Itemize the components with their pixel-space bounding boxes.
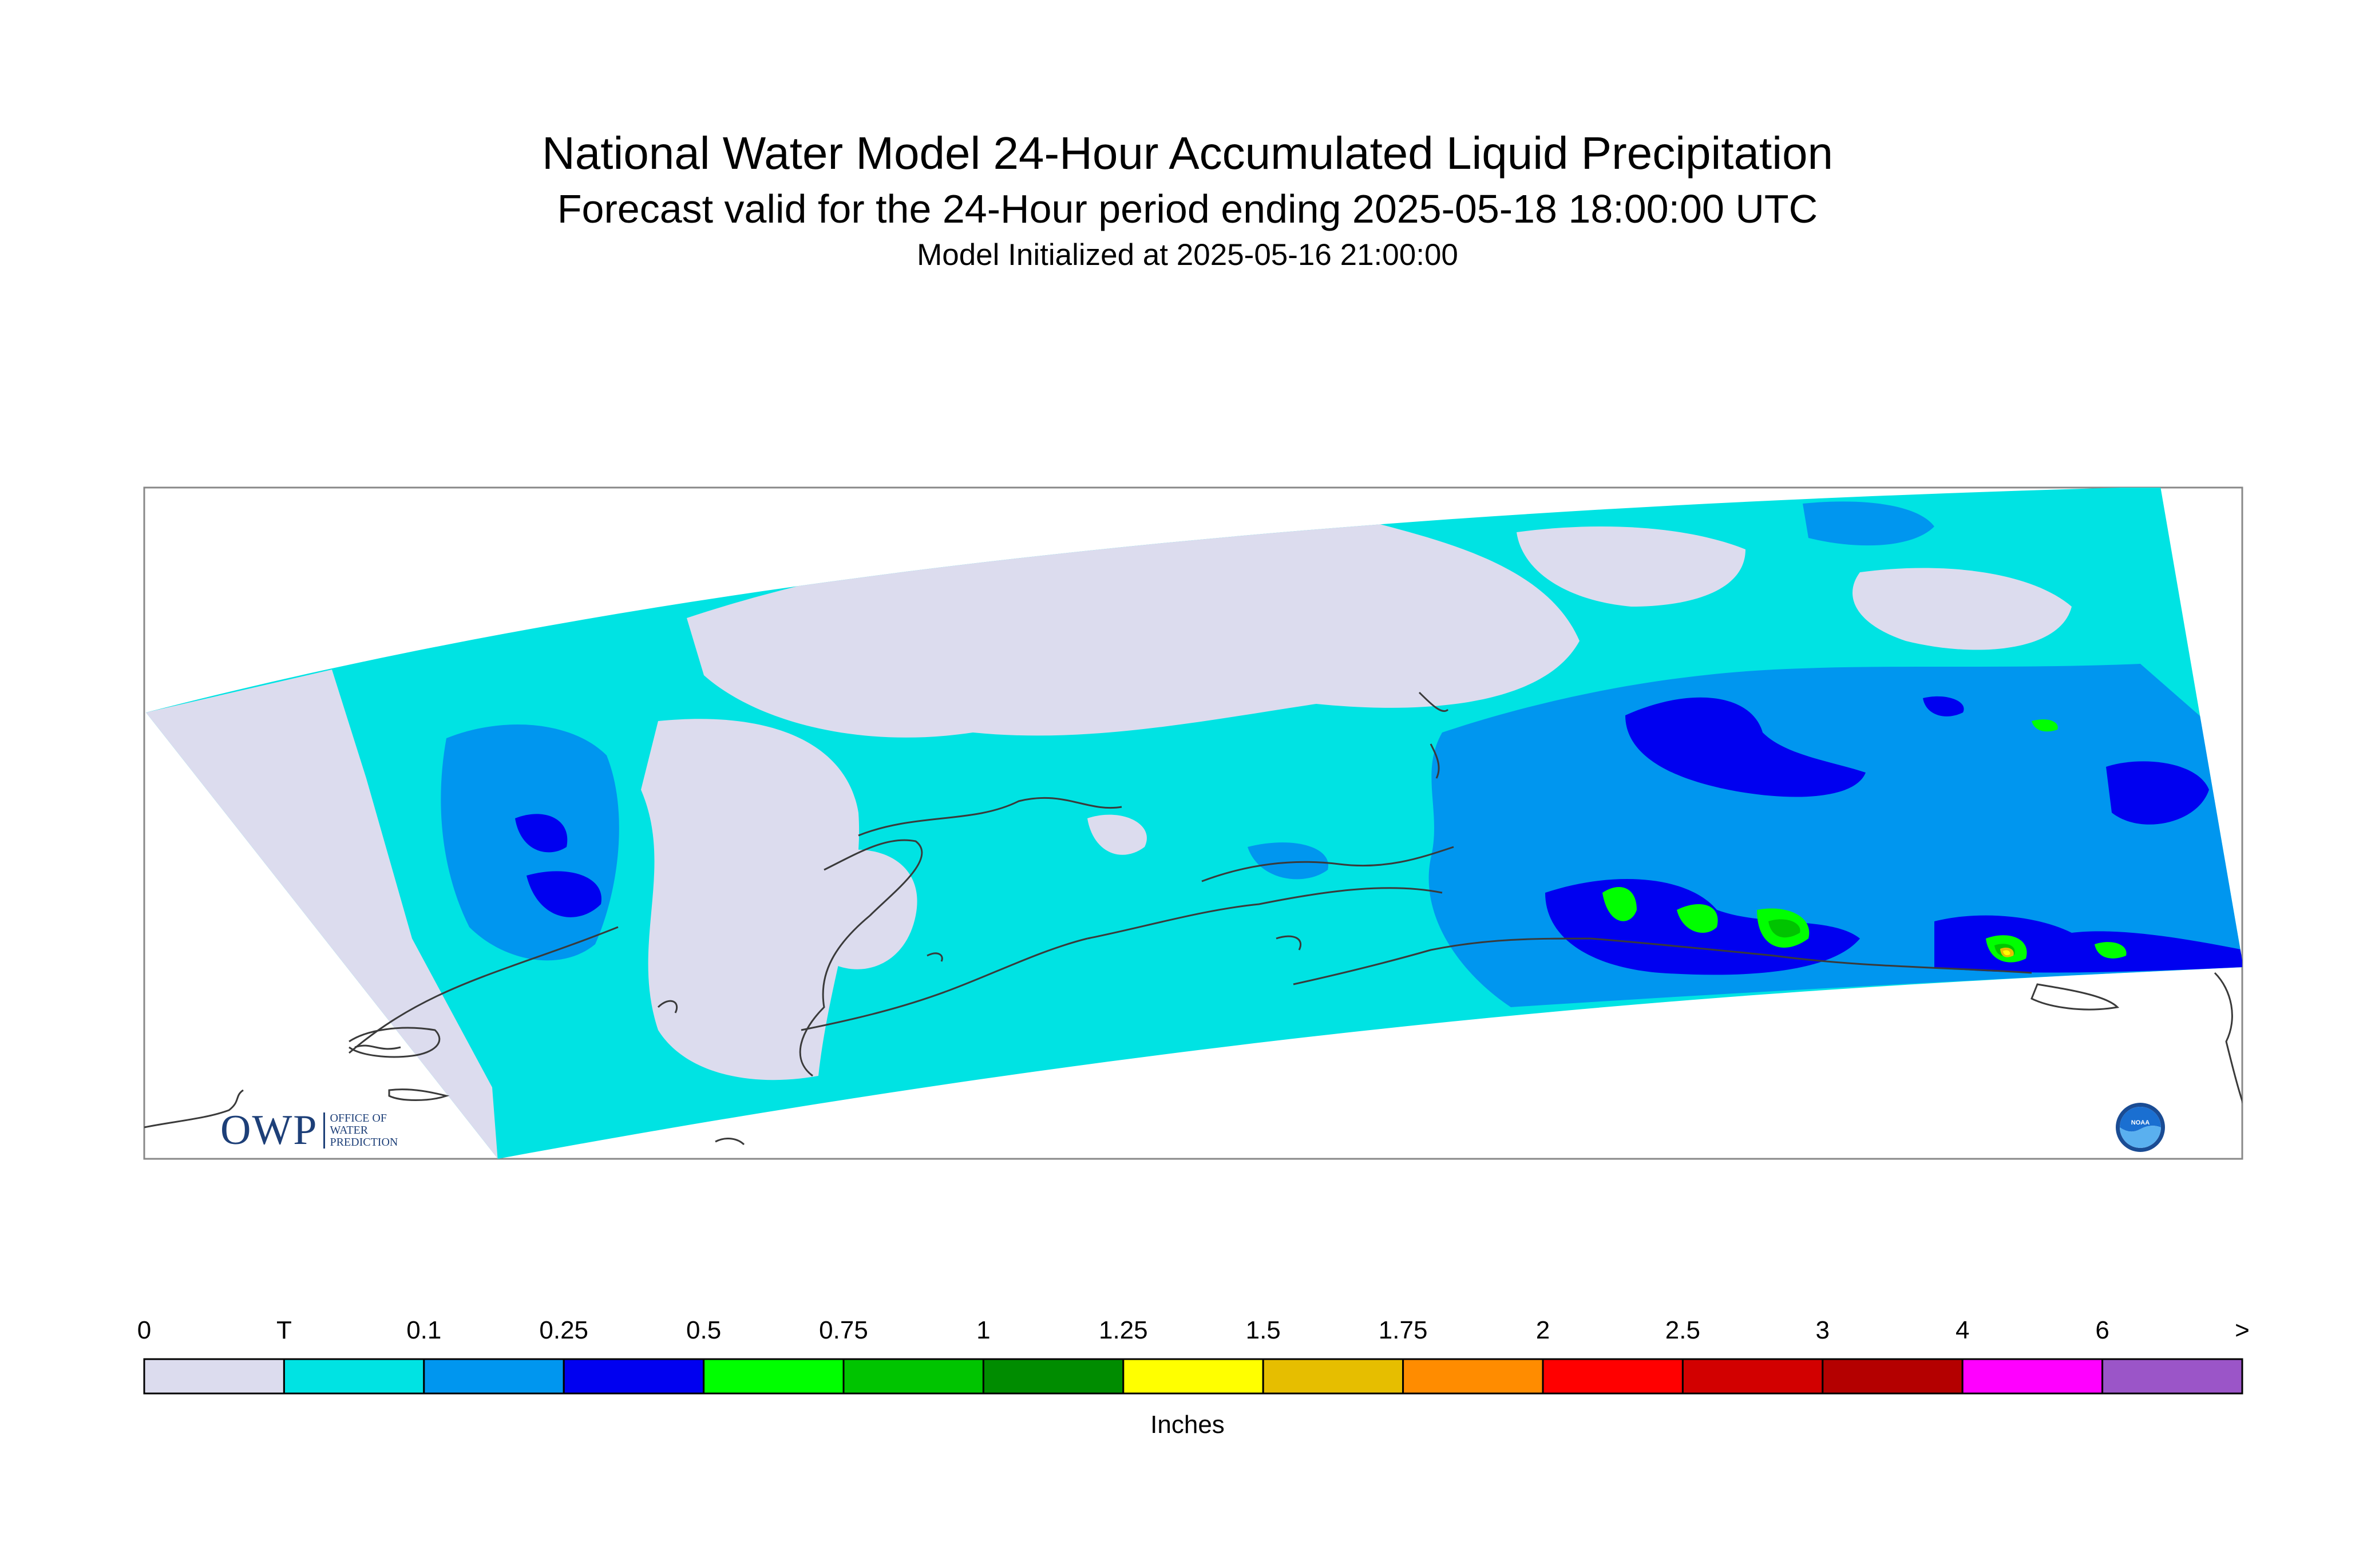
- owp-logo-line: OFFICE OF: [330, 1111, 387, 1124]
- colorbar-swatch: [1961, 1358, 2104, 1395]
- colorbar-swatch: [423, 1358, 565, 1395]
- colorbar-units-label: Inches: [1150, 1411, 1225, 1439]
- colorbar-swatch: [563, 1358, 705, 1395]
- colorbar-swatch: [842, 1358, 984, 1395]
- colorbar-swatch: [143, 1358, 285, 1395]
- colorbar-swatch: [283, 1358, 425, 1395]
- colorbar-swatch: [2101, 1358, 2243, 1395]
- owp-logo-line: PREDICTION: [330, 1135, 398, 1149]
- colorbar: [143, 1358, 2243, 1395]
- owp-logo: OWP OFFICE OF WATER PREDICTION: [220, 1106, 398, 1154]
- map-title: National Water Model 24-Hour Accumulated…: [542, 128, 1833, 179]
- coastlines: [144, 691, 2242, 1146]
- colorbar-swatch: [1122, 1358, 1264, 1395]
- owp-logo-mark: OWP: [220, 1106, 318, 1154]
- colorbar-swatch: [1402, 1358, 1544, 1395]
- noaa-logo: NOAA: [2116, 1103, 2165, 1152]
- svg-text:NOAA: NOAA: [2131, 1119, 2150, 1126]
- map-subtitle: Forecast valid for the 24-Hour period en…: [557, 187, 1818, 231]
- colorbar-swatch: [982, 1358, 1125, 1395]
- init-time: Model Initialized at 2025-05-16 21:00:00: [917, 238, 1458, 272]
- owp-logo-line: WATER: [330, 1123, 369, 1137]
- owp-logo-text: OFFICE OF WATER PREDICTION: [323, 1112, 398, 1149]
- colorbar-swatch: [1262, 1358, 1404, 1395]
- colorbar-swatch: [1681, 1358, 1824, 1395]
- colorbar-swatch: [703, 1358, 845, 1395]
- colorbar-swatch: [1822, 1358, 1964, 1395]
- colorbar-swatch: [1542, 1358, 1684, 1395]
